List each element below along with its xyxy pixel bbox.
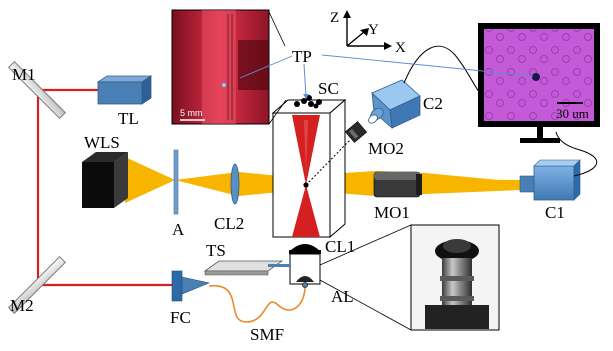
monitor-scale-label: 30 um [556,106,589,121]
coordinate-axes [343,10,392,50]
aperture-a [173,149,179,215]
label-tl: TL [118,109,139,128]
tp-pointer [321,54,534,77]
translation-stage-ts [203,260,291,276]
laser-source-tl [96,75,153,105]
label-smf: SMF [250,325,284,344]
label-c2: C2 [423,94,443,113]
inset-lens-connector-1 [319,224,412,266]
label-wls: WLS [84,133,120,152]
label-mo1: MO1 [374,203,410,222]
fiber-coupler-fc [171,270,211,302]
label-c1: C1 [545,203,565,222]
label-ts: TS [206,241,226,260]
lens-cl1 [289,244,321,254]
mirror-m1 [8,61,66,119]
axis-x-label: X [395,40,406,56]
tp-to-inset-line [239,55,293,79]
objective-mo1 [373,171,422,198]
label-al: AL [331,287,354,306]
label-sc: SC [318,79,339,98]
sample-cell-sc [271,95,351,239]
axis-y-label: Y [368,22,379,38]
laser-beam-path [36,88,172,287]
cable-c2 [403,45,486,99]
label-a: A [172,220,185,239]
mirror-m2 [8,256,66,314]
camera-c1 [519,159,581,201]
aspheric-lens-al [289,253,321,288]
inset-lens-photo [410,224,500,331]
lens-cl2 [230,163,240,205]
inset-connector-2 [268,99,287,125]
label-mo2: MO2 [368,139,404,158]
inset-trap-photo [171,9,270,125]
axis-z-label: Z [330,10,339,26]
label-tp: TP [292,47,312,66]
inset-connector-1 [268,11,286,47]
label-m1: M1 [12,65,36,84]
label-cl2: CL2 [214,214,244,233]
white-light-source-wls [82,152,128,208]
inset-lens-connector-2 [319,279,412,331]
label-cl1: CL1 [325,237,355,256]
monitor [478,23,600,143]
tp-to-sc-line [303,63,307,97]
single-mode-fiber-smf [208,285,306,323]
camera-c2 [368,79,421,129]
label-fc: FC [170,308,191,327]
inset-scale-label: 5 mm [180,108,203,118]
label-m2: M2 [10,296,34,315]
objective-mo2 [344,121,368,143]
